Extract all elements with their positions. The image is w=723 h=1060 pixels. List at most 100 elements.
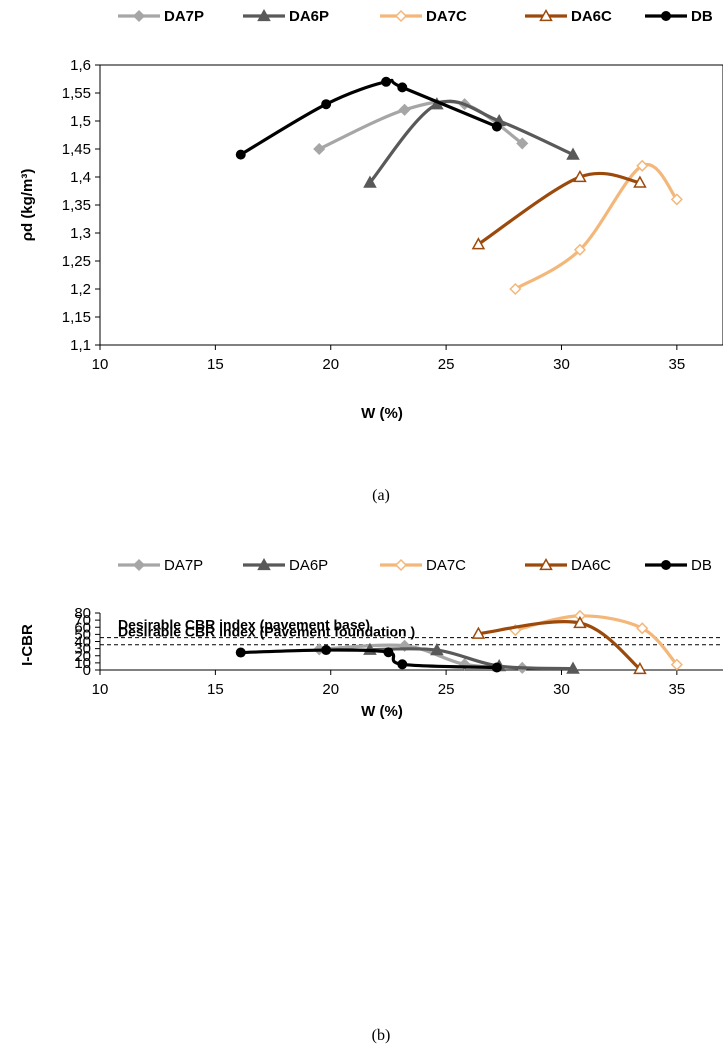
data-point-da7c: [670, 193, 683, 206]
y-tick-label: 1,35: [62, 197, 91, 214]
chart-b: DA7P DA6P DA7C DA6C DB Desirable CBR index (…: [19, 557, 723, 1044]
data-point-da6p: [363, 175, 377, 188]
legend-marker-da6c: [539, 557, 553, 571]
series-line-da7c: [513, 162, 679, 291]
legend-a: DA7P DA6P DA7C DA6C DB: [118, 8, 713, 25]
x-tick-label: 20: [322, 681, 339, 698]
data-point-da7c: [636, 159, 649, 172]
caption-a: (a): [372, 487, 390, 504]
y-tick-label: 30: [74, 641, 91, 658]
series-a: [235, 76, 683, 296]
data-point-da6c: [471, 626, 486, 639]
legend-label-da6c: DA6C: [571, 557, 611, 574]
data-point-db: [491, 121, 502, 132]
y-tick-label: 10: [74, 655, 91, 672]
y-tick-label: 1,55: [62, 85, 91, 102]
data-point-da7c: [670, 658, 683, 671]
data-point-da7c: [636, 622, 649, 635]
legend-marker-da7p: [132, 558, 146, 572]
data-point-db: [397, 659, 408, 670]
y-tick-label: 1,2: [70, 281, 91, 298]
data-point-da7p: [398, 103, 411, 116]
data-point-da6c: [573, 615, 587, 629]
data-point-db: [235, 647, 246, 658]
y-tick-label: 50: [74, 626, 91, 643]
data-point-da6c: [471, 237, 486, 250]
y-tick-label: 80: [74, 605, 91, 622]
y-tick-label: 1,25: [62, 253, 91, 270]
x-axis-title-a: W (%): [361, 405, 403, 422]
reference-line-label: Desirable CBR index (Pavement foundation…: [118, 624, 415, 640]
legend-marker-da7c: [394, 558, 408, 572]
series-line-da6c: [476, 620, 642, 671]
series-line-da6c: [476, 171, 642, 246]
data-point-da6c: [633, 661, 647, 675]
y-tick-label: 1,45: [62, 141, 91, 158]
data-point-da6c: [633, 175, 647, 188]
legend-marker-da6p: [257, 557, 271, 571]
data-point-da7p: [313, 142, 326, 156]
x-tick-label: 10: [92, 356, 109, 373]
data-point-db: [491, 662, 502, 673]
y-tick-label: 0: [83, 662, 91, 679]
y-tick-label: 1,1: [70, 337, 91, 354]
legend-label-da6p: DA6P: [289, 557, 328, 574]
x-tick-label: 20: [322, 356, 339, 373]
legend-label-da7c: DA7C: [426, 8, 467, 25]
legend-label-da7p: DA7P: [164, 8, 204, 25]
data-point-da6c: [573, 169, 587, 183]
y-tick-label: 60: [74, 619, 91, 636]
data-point-da6p: [430, 643, 444, 656]
legend-label-da6c: DA6C: [571, 8, 612, 25]
x-tick-label: 15: [207, 681, 224, 698]
x-tick-label: 25: [438, 356, 455, 373]
series-line-db: [239, 78, 499, 157]
y-tick-label: 1,3: [70, 225, 91, 242]
data-point-da7c: [573, 243, 587, 256]
x-ticks-a: 10 15 20 25 30 35: [92, 345, 686, 373]
legend-label-da7p: DA7P: [164, 557, 203, 574]
x-tick-label: 10: [92, 681, 109, 698]
data-point-db: [321, 99, 332, 110]
chart-a: DA7P DA6P DA7C DA6C DB 1,1 1,15 1,2 1,25 1,3 1,35…: [19, 8, 723, 504]
series-line-da6p: [368, 99, 575, 185]
legend-marker-db: [661, 560, 671, 570]
data-point-da7c: [509, 282, 522, 296]
data-point-db: [397, 82, 408, 93]
caption-b: (b): [372, 1027, 391, 1044]
y-tick-label: 20: [74, 648, 91, 665]
x-tick-label: 15: [207, 356, 224, 373]
y-tick-label: 40: [74, 634, 91, 651]
data-point-da7p: [516, 137, 529, 150]
x-tick-label: 30: [553, 681, 570, 698]
legend-label-db: DB: [691, 8, 713, 25]
data-point-da6p: [566, 661, 580, 674]
legend-marker-da7c: [394, 9, 408, 23]
x-tick-label: 35: [669, 681, 686, 698]
legend-label-da7c: DA7C: [426, 557, 466, 574]
data-point-db: [235, 149, 246, 160]
x-ticks-b: 10 15 20 25 30 35: [92, 670, 686, 698]
legend-marker-da6c: [539, 8, 553, 22]
legend-marker-db: [661, 11, 671, 21]
x-tick-label: 25: [438, 681, 455, 698]
legend-marker-da6p: [257, 8, 271, 22]
y-tick-label: 1,15: [62, 309, 91, 326]
data-point-db: [383, 647, 394, 658]
x-tick-label: 35: [669, 356, 686, 373]
series-line-da6p: [368, 647, 575, 671]
reference-line-label: Desirable CBR index (pavement base): [118, 617, 370, 633]
reference-lines-b: Desirable CBR index (pavement base)Desir…: [100, 617, 723, 646]
y-tick-label: 1,5: [70, 113, 91, 130]
data-point-db: [381, 76, 392, 87]
legend-b: DA7P DA6P DA7C DA6C DB: [118, 557, 712, 574]
legend-label-db: DB: [691, 557, 712, 574]
y-tick-label: 1,4: [70, 169, 91, 186]
series-b: [235, 609, 683, 675]
data-point-db: [321, 645, 332, 656]
y-axis-title-b: I-CBR: [19, 624, 36, 666]
data-point-da6p: [566, 147, 580, 160]
y-ticks-a: 1,1 1,15 1,2 1,25 1,3 1,35 1,4 1,45 1,5 1,55 1,6: [62, 57, 100, 354]
